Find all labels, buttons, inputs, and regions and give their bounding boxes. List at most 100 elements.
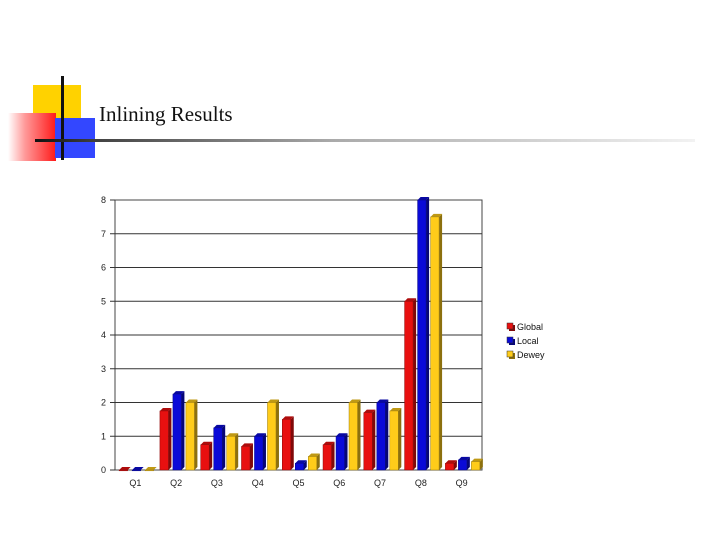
bar-side bbox=[479, 458, 483, 470]
y-tick-label: 2 bbox=[101, 398, 106, 408]
bar-side bbox=[331, 441, 335, 470]
y-tick-label: 6 bbox=[101, 263, 106, 273]
bar-top bbox=[308, 453, 320, 457]
y-tick-label: 3 bbox=[101, 364, 106, 374]
bar-global-q1 bbox=[118, 469, 128, 472]
page-title: Inlining Results bbox=[99, 102, 233, 126]
decorative-vertical-rule bbox=[61, 76, 64, 160]
y-tick-label: 1 bbox=[101, 431, 106, 441]
bar-top bbox=[336, 433, 348, 437]
bar-local-q8 bbox=[417, 199, 427, 471]
legend-label: Local bbox=[517, 336, 539, 346]
bar-top bbox=[200, 441, 213, 445]
bar-side bbox=[168, 407, 172, 470]
bar-side bbox=[357, 399, 361, 470]
x-tick-label: Q5 bbox=[292, 478, 304, 488]
x-tick-label: Q3 bbox=[211, 478, 223, 488]
x-tick-label: Q6 bbox=[333, 478, 345, 488]
bar-local-q1 bbox=[131, 469, 141, 472]
bar-side bbox=[275, 399, 279, 470]
bar-side bbox=[372, 409, 376, 470]
bar-local-q6 bbox=[335, 436, 345, 471]
bar-global-q9 bbox=[445, 463, 455, 471]
legend-swatch bbox=[506, 336, 514, 344]
bar-top bbox=[119, 467, 131, 470]
bar-side bbox=[209, 441, 213, 470]
bar-global-q2 bbox=[159, 410, 169, 471]
bar-top bbox=[471, 458, 483, 462]
bar-side bbox=[439, 213, 443, 470]
bar-top bbox=[145, 467, 157, 470]
bar-top bbox=[376, 399, 389, 403]
y-tick-label: 7 bbox=[101, 229, 106, 239]
bar-top bbox=[226, 433, 239, 437]
x-tick-label: Q7 bbox=[374, 478, 386, 488]
bar-top bbox=[458, 456, 470, 460]
bar-global-q7 bbox=[363, 412, 373, 471]
bar-global-q8 bbox=[404, 301, 414, 471]
decorative-red-square bbox=[8, 113, 56, 161]
x-tick-label: Q4 bbox=[252, 478, 264, 488]
bar-top bbox=[404, 298, 417, 302]
y-tick-label: 0 bbox=[101, 465, 106, 475]
bar-global-q3 bbox=[200, 444, 210, 471]
legend-swatch bbox=[506, 322, 514, 330]
bar-top bbox=[213, 424, 226, 428]
bar-local-q4 bbox=[254, 436, 264, 471]
bar-dewey-q2 bbox=[185, 402, 195, 471]
bar-dewey-q5 bbox=[308, 456, 317, 471]
y-tick-label: 4 bbox=[101, 330, 106, 340]
bar-top bbox=[363, 409, 376, 413]
bar-side bbox=[181, 391, 185, 470]
bar-side bbox=[426, 197, 430, 470]
x-tick-label: Q2 bbox=[170, 478, 182, 488]
x-tick-label: Q8 bbox=[415, 478, 427, 488]
bar-top bbox=[417, 197, 430, 200]
x-tick-label: Q1 bbox=[129, 478, 141, 488]
x-tick-label: Q9 bbox=[456, 478, 468, 488]
bar-side bbox=[316, 453, 320, 470]
bar-dewey-q7 bbox=[389, 410, 399, 471]
bar-top bbox=[295, 460, 307, 464]
bar-dewey-q6 bbox=[348, 402, 358, 471]
bar-top bbox=[254, 433, 266, 437]
bar-side bbox=[194, 399, 198, 470]
bar-side bbox=[262, 433, 266, 470]
bar-top bbox=[282, 416, 294, 420]
bar-side bbox=[344, 433, 348, 470]
bar-global-q4 bbox=[241, 446, 251, 471]
bar-dewey-q3 bbox=[226, 436, 236, 471]
bar-side bbox=[249, 443, 253, 470]
bar-top bbox=[267, 399, 279, 403]
bar-side bbox=[222, 424, 226, 470]
bar-local-q9 bbox=[458, 459, 468, 471]
bar-global-q6 bbox=[322, 444, 332, 471]
legend-swatch bbox=[506, 350, 514, 358]
bar-local-q2 bbox=[172, 393, 182, 471]
bar-top bbox=[349, 399, 361, 403]
bar-dewey-q1 bbox=[144, 469, 154, 472]
bar-side bbox=[453, 460, 457, 470]
bar-global-q5 bbox=[282, 419, 291, 471]
bar-local-q3 bbox=[213, 427, 223, 471]
bar-side bbox=[303, 460, 307, 470]
bar-top bbox=[159, 407, 172, 411]
bar-top bbox=[430, 213, 443, 217]
y-tick-label: 8 bbox=[101, 195, 106, 205]
bar-top bbox=[172, 391, 185, 395]
bar-top bbox=[445, 460, 457, 464]
bar-top bbox=[389, 407, 402, 411]
bar-side bbox=[385, 399, 389, 470]
title-underline-rule bbox=[35, 139, 695, 142]
legend-label: Global bbox=[517, 322, 543, 332]
bar-top bbox=[241, 443, 253, 447]
legend-label: Dewey bbox=[517, 350, 545, 360]
y-tick-label: 5 bbox=[101, 296, 106, 306]
bar-side bbox=[290, 416, 294, 470]
bar-top bbox=[185, 399, 198, 403]
bar-side bbox=[413, 298, 417, 470]
bar-top bbox=[323, 441, 335, 445]
bar-side bbox=[466, 456, 470, 470]
bar-dewey-q4 bbox=[267, 402, 277, 471]
